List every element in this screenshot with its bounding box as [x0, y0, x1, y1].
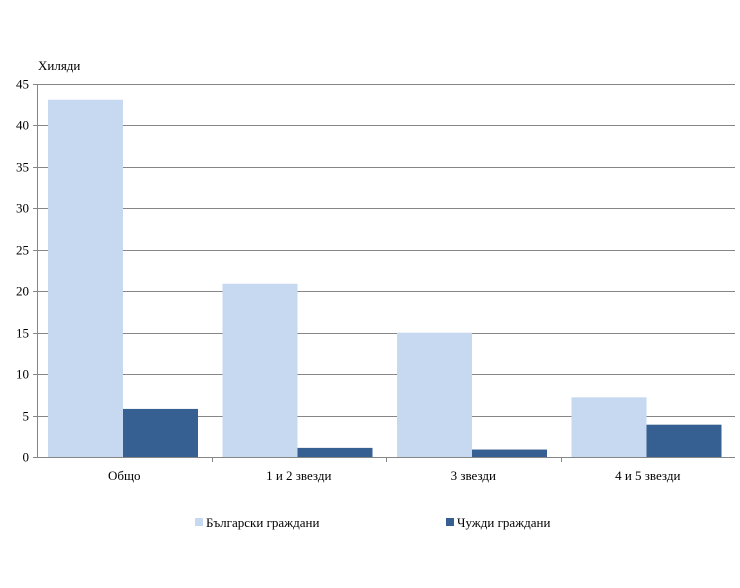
bar — [472, 449, 547, 457]
bar — [48, 99, 123, 457]
legend-swatch — [195, 518, 203, 526]
bar — [646, 424, 722, 457]
y-tick-label: 40 — [16, 118, 29, 133]
gridlines — [37, 84, 735, 417]
y-tick-label: 30 — [16, 201, 29, 216]
axes: 0 5 10 15 20 25 30 35 40 45 Общо 1 и 2 звезди 3 звез… — [16, 77, 735, 483]
x-tick-label: 4 и 5 звезди — [615, 468, 680, 483]
y-tick-label: 45 — [16, 77, 29, 92]
y-tick-label: 35 — [16, 160, 29, 175]
bar — [222, 283, 298, 457]
x-tick-label: 3 звезди — [451, 468, 496, 483]
bar — [397, 332, 472, 457]
legend-label: Български граждани — [206, 515, 319, 530]
y-axis-unit-label: Хиляди — [38, 58, 80, 73]
bar — [297, 447, 373, 457]
bar — [123, 408, 198, 457]
y-tick-label: 25 — [16, 243, 29, 258]
legend: Български граждани Чужди граждани — [195, 515, 551, 530]
y-tick-label: 10 — [16, 367, 29, 382]
legend-swatch — [446, 518, 454, 526]
bar — [571, 397, 647, 457]
legend-label: Чужди граждани — [457, 515, 551, 530]
x-tick-label: Общо — [108, 468, 141, 483]
y-tick-label: 20 — [16, 284, 29, 299]
x-tick-label: 1 и 2 звезди — [266, 468, 331, 483]
y-tick-label: 5 — [23, 409, 30, 424]
bars — [48, 99, 722, 457]
y-tick-label: 15 — [16, 326, 29, 341]
y-tick-label: 0 — [23, 450, 30, 465]
